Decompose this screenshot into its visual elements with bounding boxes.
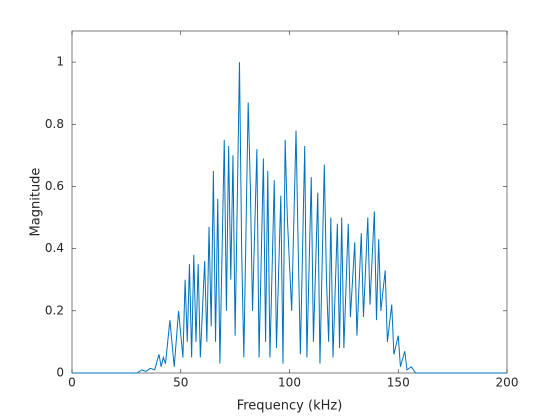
y-tick-label: 0.8 bbox=[45, 117, 64, 131]
y-tick-label: 0.4 bbox=[45, 241, 64, 255]
x-tick-label: 50 bbox=[173, 376, 188, 390]
y-axis-label: Magnitude bbox=[29, 168, 44, 237]
x-tick-label: 200 bbox=[496, 376, 519, 390]
y-tick-label: 0.6 bbox=[45, 179, 64, 193]
data-line bbox=[72, 62, 507, 374]
y-tick-label: 0 bbox=[56, 366, 64, 380]
y-tick-label: 0.2 bbox=[45, 303, 64, 317]
plot-frame bbox=[71, 30, 508, 374]
x-tick-label: 100 bbox=[278, 376, 301, 390]
x-tick-label: 150 bbox=[387, 376, 410, 390]
y-tick-label: 1 bbox=[56, 55, 64, 69]
x-axis-label: Frequency (kHz) bbox=[237, 399, 343, 414]
x-tick-label: 0 bbox=[68, 376, 76, 390]
